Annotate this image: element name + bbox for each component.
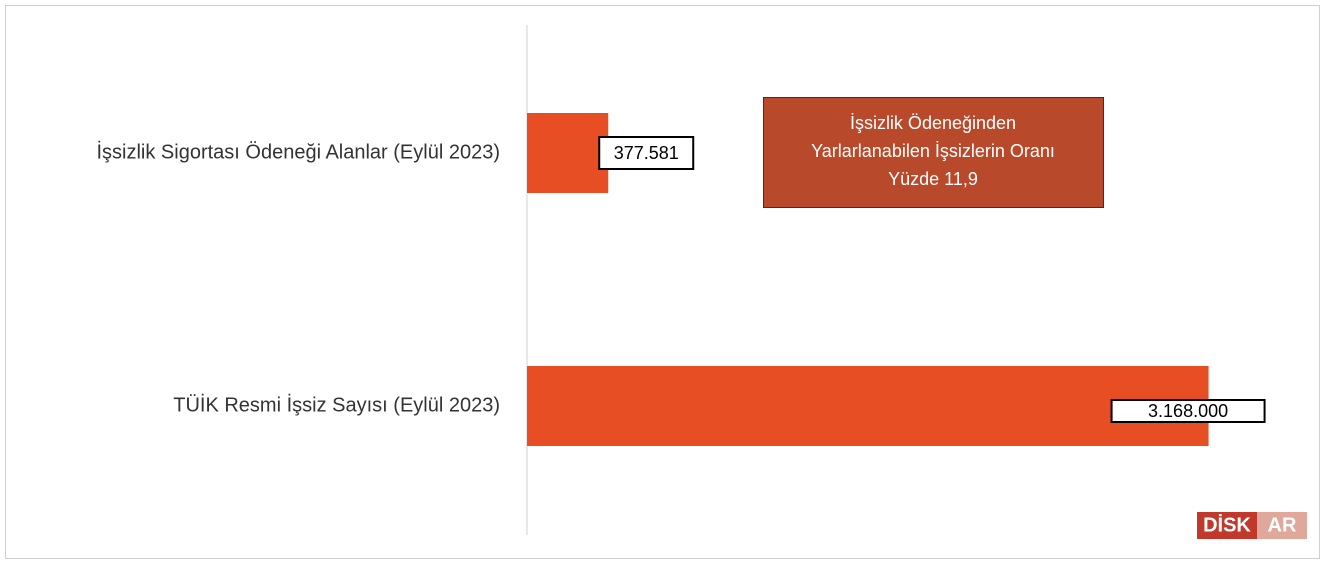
annotation-text: İşsizlik Ödeneğinden — [850, 113, 1016, 133]
bar — [527, 113, 609, 193]
annotation-text: Yarlarlanabilen İşsizlerin Oranı — [811, 141, 1055, 161]
value-label: 377.581 — [614, 143, 679, 163]
chart-border — [5, 5, 1320, 559]
logo-box — [1197, 512, 1257, 539]
category-label: İşsizlik Sigortası Ödeneği Alanlar (Eylü… — [96, 140, 500, 163]
logo-box — [1257, 512, 1307, 539]
value-label: 3.168.000 — [1148, 401, 1228, 421]
logo-text: AR — [1268, 514, 1297, 536]
value-label-box — [1110, 399, 1266, 423]
bar — [527, 366, 1209, 446]
annotation-text: Yüzde 11,9 — [888, 169, 978, 189]
value-label-box — [598, 136, 695, 170]
annotation-box — [763, 97, 1104, 208]
category-label: TÜİK Resmi İşsiz Sayısı (Eylül 2023) — [173, 393, 500, 416]
logo-text: DİSK — [1203, 513, 1251, 536]
